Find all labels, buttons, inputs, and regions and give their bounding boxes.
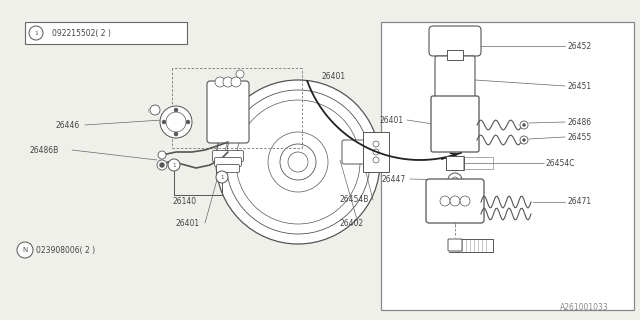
Circle shape (452, 177, 458, 183)
Circle shape (520, 136, 528, 144)
Circle shape (440, 196, 450, 206)
Circle shape (186, 120, 190, 124)
Text: 1: 1 (34, 30, 38, 36)
Circle shape (373, 157, 379, 163)
Circle shape (174, 132, 178, 136)
Text: 26401: 26401 (379, 116, 403, 124)
Text: 092215502( 2 ): 092215502( 2 ) (52, 28, 111, 37)
Text: 26140: 26140 (173, 196, 197, 205)
Text: N: N (22, 247, 28, 253)
Circle shape (450, 196, 460, 206)
Circle shape (522, 139, 525, 141)
Text: 1: 1 (172, 163, 176, 167)
Circle shape (216, 171, 228, 183)
Circle shape (174, 108, 178, 112)
FancyBboxPatch shape (448, 239, 462, 251)
Circle shape (373, 149, 379, 155)
FancyBboxPatch shape (342, 140, 366, 164)
FancyBboxPatch shape (214, 157, 241, 166)
Circle shape (236, 100, 360, 224)
Circle shape (17, 242, 33, 258)
Circle shape (157, 160, 167, 170)
Text: 26451: 26451 (567, 82, 591, 91)
Circle shape (226, 90, 370, 234)
Text: 26454B: 26454B (340, 196, 369, 204)
Circle shape (448, 173, 462, 187)
Circle shape (150, 105, 160, 115)
Circle shape (460, 196, 470, 206)
Circle shape (215, 77, 225, 87)
Circle shape (231, 77, 241, 87)
Circle shape (216, 80, 380, 244)
Text: 26401: 26401 (175, 219, 199, 228)
Text: 26454C: 26454C (545, 158, 575, 167)
Circle shape (223, 77, 233, 87)
FancyBboxPatch shape (429, 26, 481, 56)
FancyBboxPatch shape (447, 50, 463, 60)
FancyBboxPatch shape (435, 56, 475, 102)
Text: 1: 1 (220, 174, 224, 180)
Circle shape (373, 141, 379, 147)
Circle shape (29, 26, 43, 40)
FancyBboxPatch shape (363, 132, 389, 172)
Circle shape (166, 112, 186, 132)
Text: 26402: 26402 (340, 219, 364, 228)
Circle shape (520, 121, 528, 129)
FancyBboxPatch shape (426, 179, 484, 223)
FancyBboxPatch shape (216, 164, 239, 172)
FancyBboxPatch shape (207, 81, 249, 143)
Text: 26447: 26447 (381, 174, 405, 183)
Circle shape (162, 120, 166, 124)
Text: A261001033: A261001033 (560, 303, 609, 313)
Text: 26486: 26486 (567, 117, 591, 126)
FancyBboxPatch shape (212, 150, 243, 162)
Circle shape (158, 151, 166, 159)
Circle shape (236, 70, 244, 78)
Circle shape (280, 144, 316, 180)
FancyBboxPatch shape (25, 22, 187, 44)
Circle shape (168, 159, 180, 171)
Circle shape (522, 124, 525, 126)
Text: 26471: 26471 (567, 197, 591, 206)
Circle shape (160, 106, 192, 138)
Circle shape (288, 152, 308, 172)
Text: 26446: 26446 (55, 121, 79, 130)
FancyBboxPatch shape (431, 96, 479, 152)
Text: 26486B: 26486B (30, 146, 60, 155)
Text: 26401: 26401 (322, 71, 346, 81)
Text: 26452: 26452 (567, 42, 591, 51)
Text: 26455: 26455 (567, 132, 591, 141)
Circle shape (268, 132, 328, 192)
Circle shape (159, 163, 164, 167)
FancyBboxPatch shape (446, 156, 464, 170)
FancyBboxPatch shape (381, 22, 634, 310)
Text: 023908006( 2 ): 023908006( 2 ) (36, 245, 95, 254)
